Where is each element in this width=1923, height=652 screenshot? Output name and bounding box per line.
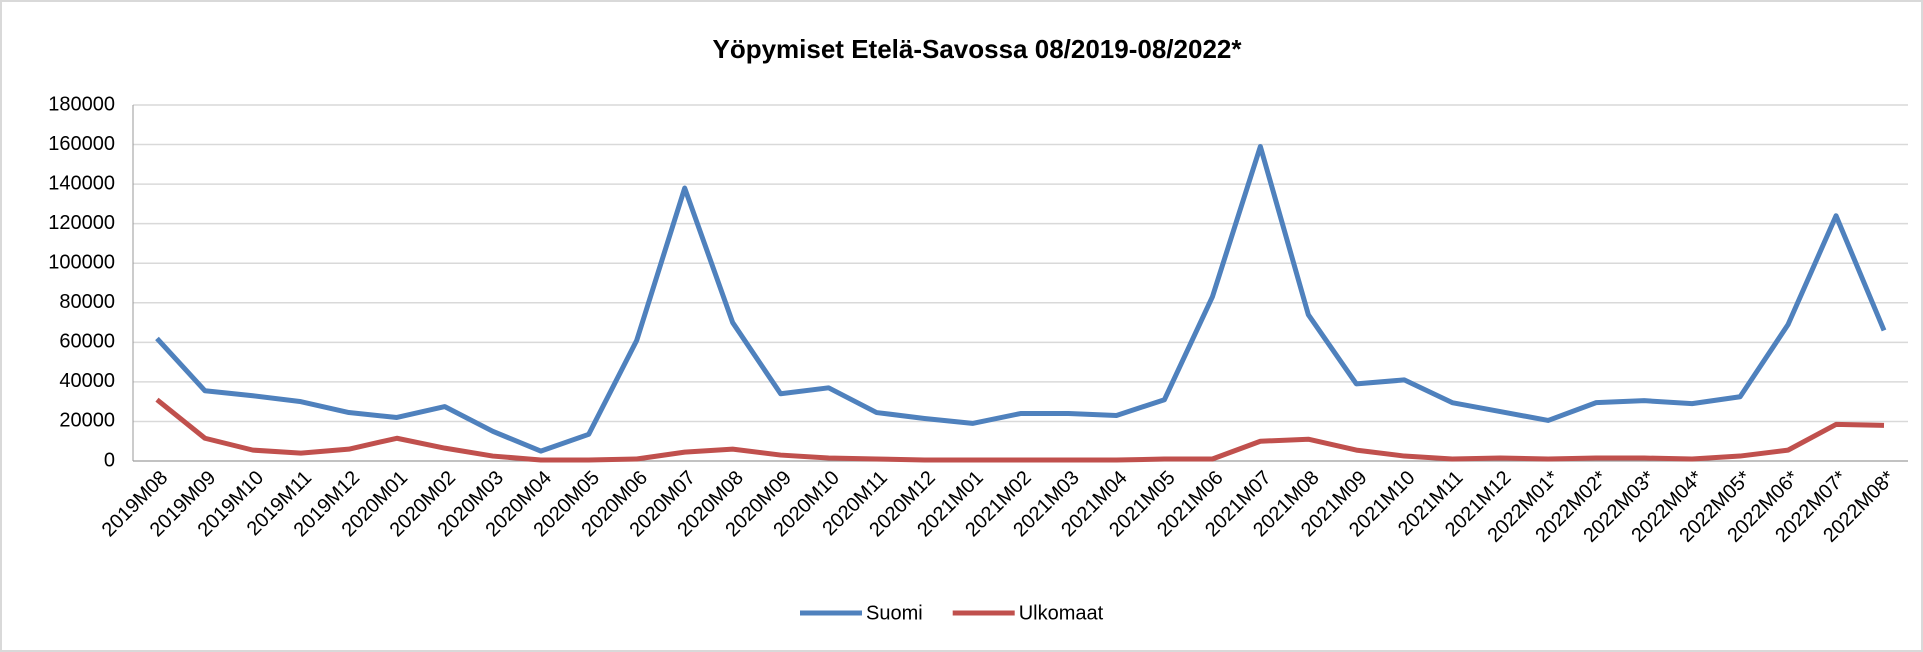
- chart-title: Yöpymiset Etelä-Savossa 08/2019-08/2022*: [712, 34, 1242, 64]
- y-tick-label: 120000: [48, 212, 115, 234]
- y-tick-label: 180000: [48, 93, 115, 115]
- series-line: [155, 397, 1885, 463]
- y-tick-label: 0: [104, 449, 115, 471]
- y-tick-label: 40000: [59, 370, 115, 392]
- y-tick-label: 160000: [48, 133, 115, 155]
- series-line: [155, 144, 1887, 454]
- y-tick-label: 60000: [59, 331, 115, 353]
- legend-label: Ulkomaat: [1019, 602, 1104, 624]
- y-tick-label: 20000: [59, 410, 115, 432]
- y-tick-label: 80000: [59, 291, 115, 313]
- y-tick-label: 100000: [48, 252, 115, 274]
- y-tick-label: 140000: [48, 172, 115, 194]
- legend-label: Suomi: [866, 602, 923, 624]
